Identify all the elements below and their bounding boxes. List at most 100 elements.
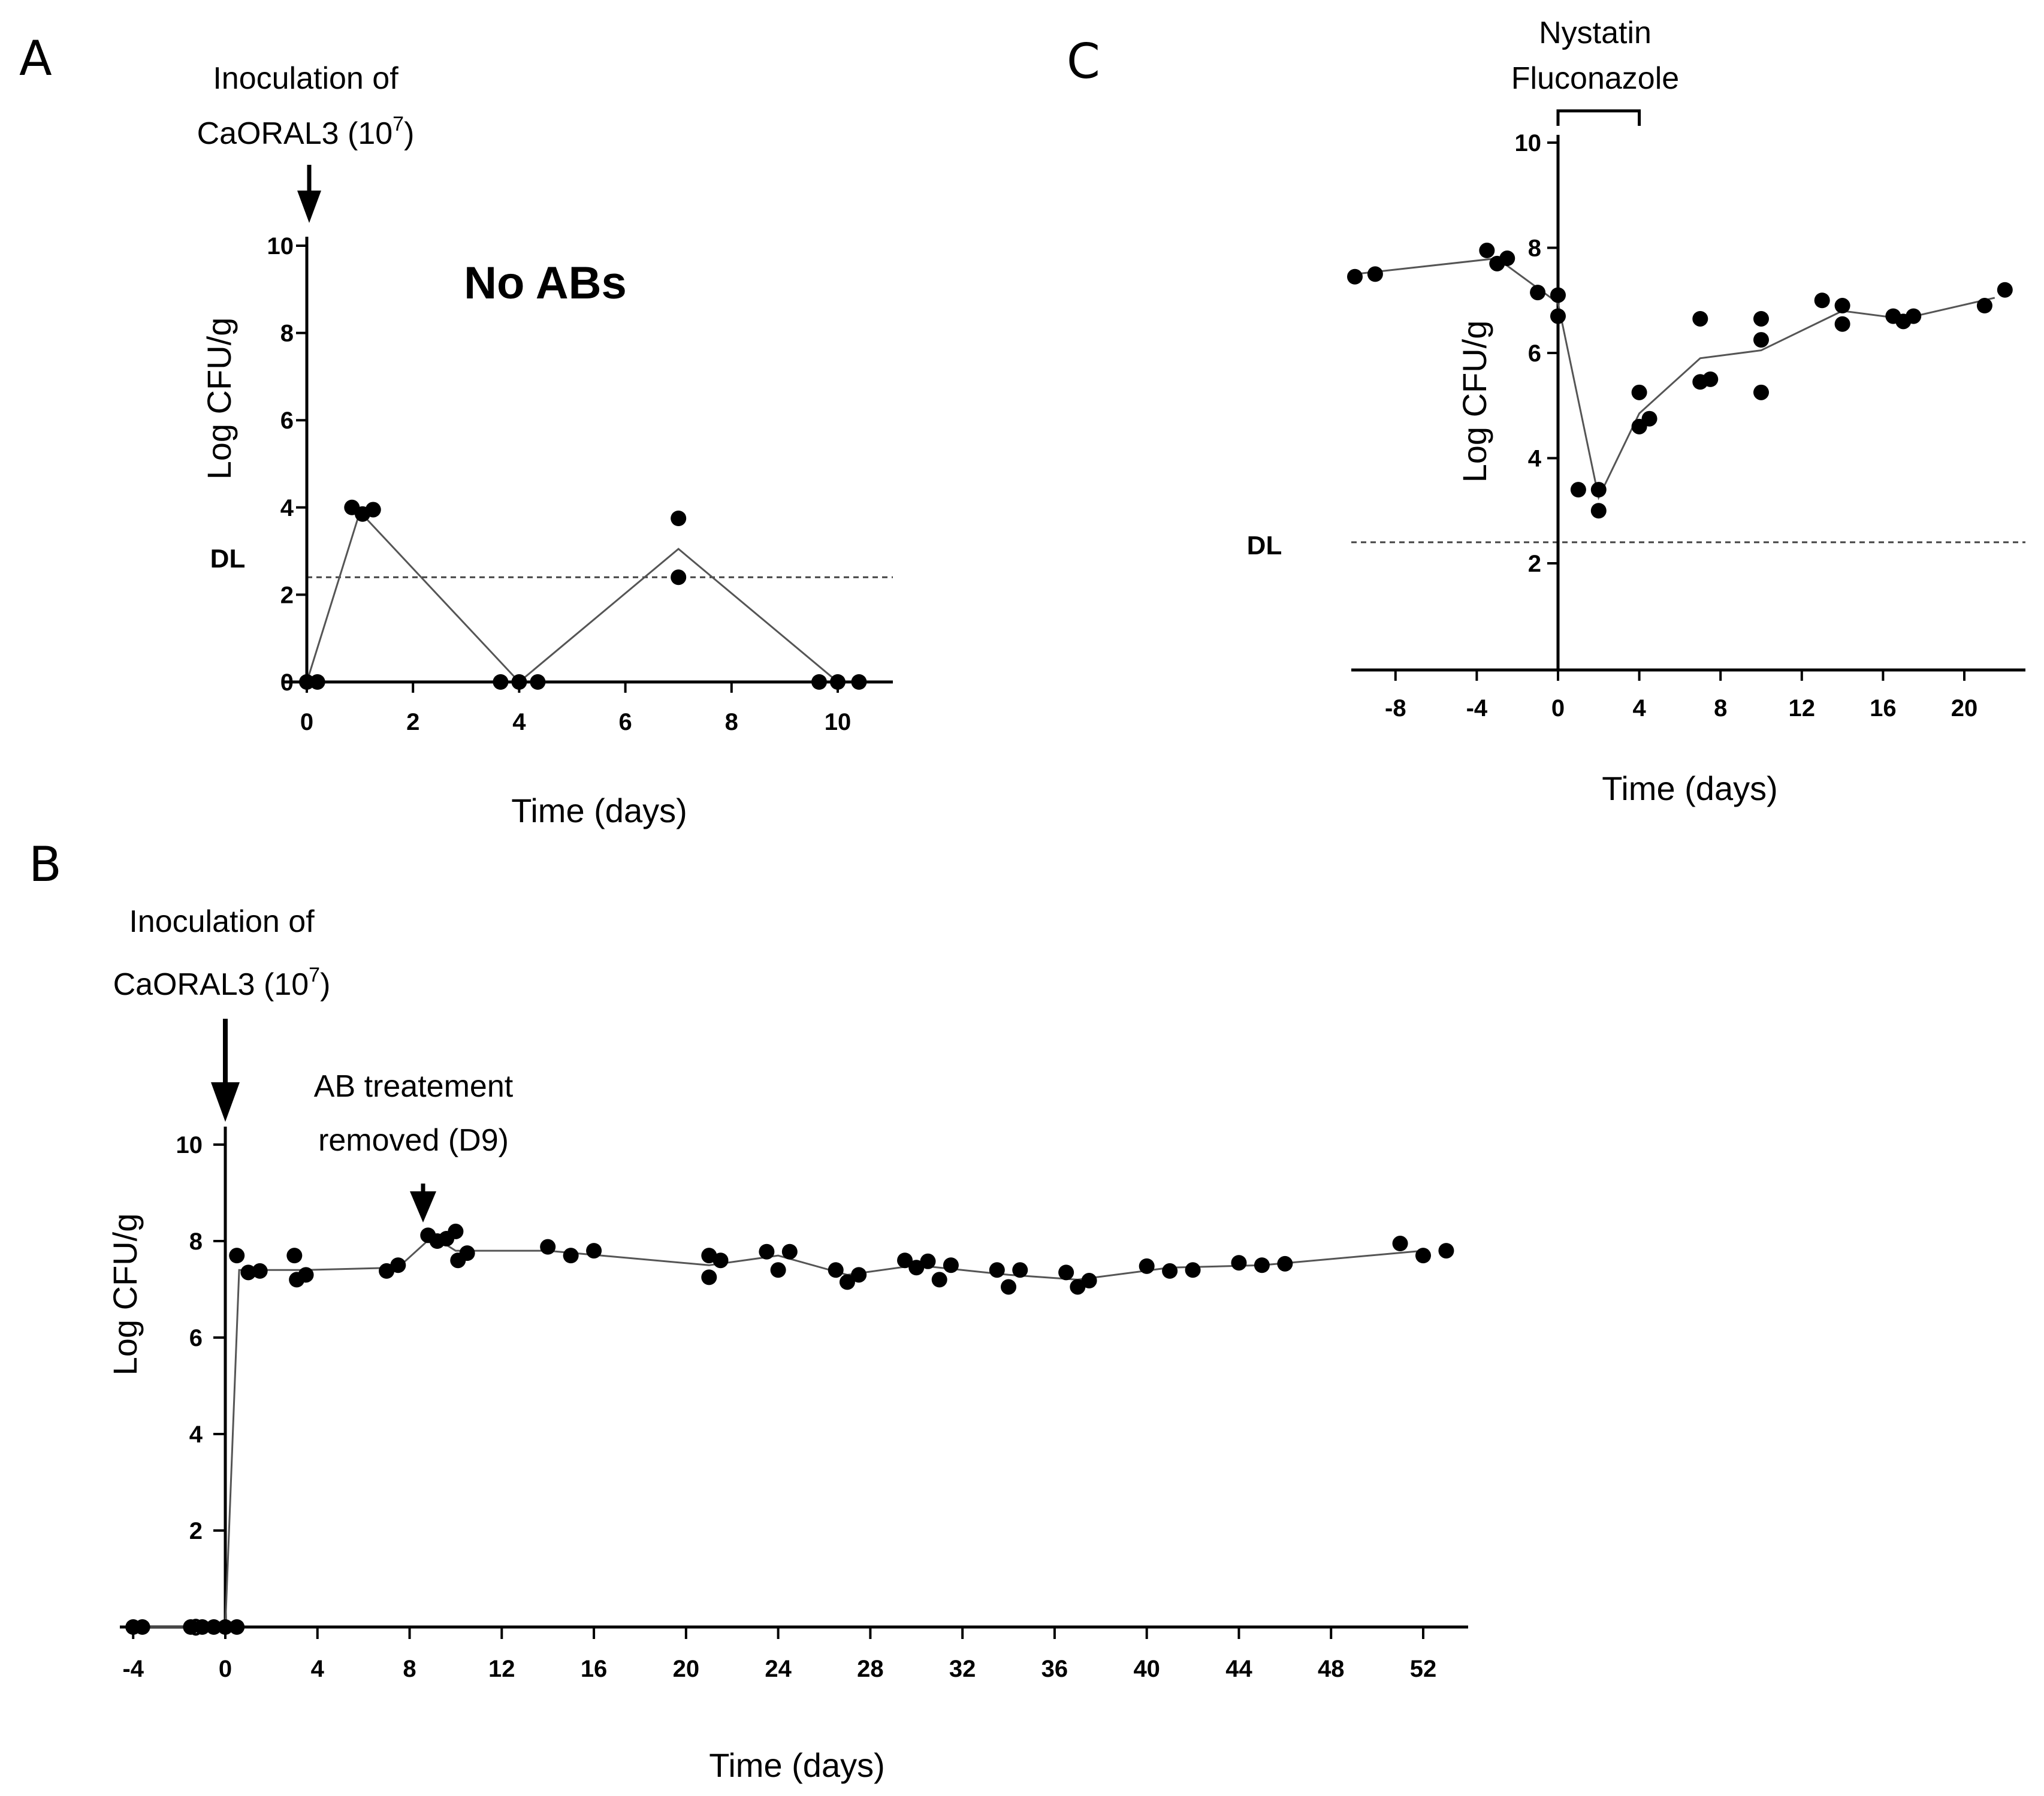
detection-limit-label: DL xyxy=(1247,531,1282,560)
data-point xyxy=(1550,287,1566,303)
data-point xyxy=(379,1263,395,1279)
data-point xyxy=(540,1239,556,1255)
inoculation-label-line2: CaORAL3 (107) xyxy=(113,964,331,1002)
data-point xyxy=(229,1248,245,1264)
data-point xyxy=(1081,1273,1097,1289)
data-point xyxy=(1185,1262,1201,1278)
y-tick-label: 4 xyxy=(280,495,294,521)
data-point xyxy=(1277,1255,1293,1272)
data-point xyxy=(183,1619,199,1635)
data-point xyxy=(1631,384,1647,400)
y-tick-label: 6 xyxy=(1528,340,1541,367)
data-point xyxy=(586,1243,602,1259)
y-tick-label: 10 xyxy=(176,1132,203,1158)
inoculation-arrow xyxy=(297,165,321,223)
y-axis-title: Log CFU/g xyxy=(1456,321,1493,483)
data-point xyxy=(206,1619,222,1635)
y-tick-label: 2 xyxy=(1528,551,1541,577)
data-point xyxy=(671,511,687,526)
data-point xyxy=(671,569,687,585)
data-point xyxy=(759,1243,775,1260)
data-point xyxy=(811,674,827,690)
x-tick-label: 24 xyxy=(765,1656,792,1682)
x-tick-label: 10 xyxy=(825,709,852,735)
x-tick-label: 4 xyxy=(1632,695,1646,722)
treatment-label-line2: Fluconazole xyxy=(1511,61,1679,96)
data-point xyxy=(701,1269,717,1285)
x-tick-label: -4 xyxy=(1466,695,1488,722)
data-point xyxy=(839,1274,855,1290)
y-tick-label: 0 xyxy=(280,669,294,696)
x-tick-label: 8 xyxy=(1714,695,1727,722)
data-point xyxy=(908,1260,925,1276)
data-point xyxy=(1702,371,1719,387)
x-tick-label: 2 xyxy=(406,709,419,735)
x-tick-label: 6 xyxy=(618,709,632,735)
chart-a: 0 2 4 6 8 10 0 2 4 6 8 10 Log CFU/g Time (days) xyxy=(200,233,893,829)
ab-removed-label-line2: removed (D9) xyxy=(318,1123,509,1158)
data-point xyxy=(989,1262,1005,1278)
data-point xyxy=(448,1223,464,1239)
data-point xyxy=(240,1264,256,1281)
x-tick-label: 0 xyxy=(219,1656,232,1682)
x-axis-title: Time (days) xyxy=(1602,769,1778,807)
data-point xyxy=(1906,308,1922,324)
x-tick-label: -4 xyxy=(122,1656,144,1682)
data-point xyxy=(1590,503,1607,519)
data-point xyxy=(1139,1258,1155,1274)
data-point xyxy=(781,1243,798,1260)
x-tick-label: 12 xyxy=(488,1656,515,1682)
x-tick-label: 0 xyxy=(1551,695,1565,722)
data-point xyxy=(897,1252,913,1269)
data-point xyxy=(134,1619,150,1635)
data-point xyxy=(1692,310,1708,327)
mean-line xyxy=(306,510,838,684)
treatment-bracket xyxy=(1556,109,1641,126)
y-tick-label: 2 xyxy=(280,582,294,608)
ab-removed-label-line1: AB treatement xyxy=(314,1069,514,1104)
data-point xyxy=(1367,266,1383,282)
data-point xyxy=(493,674,509,690)
data-point xyxy=(218,1619,233,1635)
x-axis-title: Time (days) xyxy=(511,792,687,829)
chart-c: 2 4 6 8 10 -8 -4 0 4 8 12 16 20 Log CFU/g Time (days) xyxy=(1347,109,2025,807)
data-point xyxy=(1438,1243,1454,1259)
y-tick-label: 6 xyxy=(189,1325,203,1351)
data-point xyxy=(298,1267,314,1283)
data-point xyxy=(1162,1263,1178,1279)
y-tick-label: 4 xyxy=(1528,446,1542,472)
treatment-label-line1: Nystatin xyxy=(1539,16,1651,50)
data-point xyxy=(1530,285,1546,301)
data-point xyxy=(1834,316,1850,332)
x-tick-label: 16 xyxy=(581,1656,608,1682)
x-tick-label: 12 xyxy=(1789,695,1816,722)
inoculation-label-line2: CaORAL3 (107) xyxy=(197,113,415,151)
x-tick-label: 4 xyxy=(311,1656,325,1682)
data-point xyxy=(1392,1236,1408,1252)
x-tick-label: 16 xyxy=(1870,695,1897,722)
y-tick-label: 10 xyxy=(267,233,294,259)
y-tick-label: 6 xyxy=(280,408,294,434)
data-point xyxy=(1058,1264,1074,1281)
panel-letter-b: B xyxy=(29,837,62,892)
x-tick-label: 4 xyxy=(512,709,526,735)
x-tick-label: 52 xyxy=(1410,1656,1437,1682)
inoculation-label-line1: Inoculation of xyxy=(129,904,315,939)
x-tick-label: 36 xyxy=(1041,1656,1068,1682)
data-point xyxy=(309,674,325,690)
data-point xyxy=(252,1263,268,1279)
x-tick-label: -8 xyxy=(1385,695,1406,722)
data-point xyxy=(828,1262,844,1278)
data-point xyxy=(1479,242,1495,258)
chart-title-no-abs: No ABs xyxy=(464,258,627,309)
data-point xyxy=(1976,298,1992,314)
data-point xyxy=(1753,332,1769,348)
data-point xyxy=(1499,250,1515,267)
data-point xyxy=(1550,308,1566,324)
x-tick-label: 32 xyxy=(949,1656,976,1682)
data-point xyxy=(920,1253,936,1269)
data-point xyxy=(1570,482,1586,498)
data-point xyxy=(1254,1257,1270,1273)
